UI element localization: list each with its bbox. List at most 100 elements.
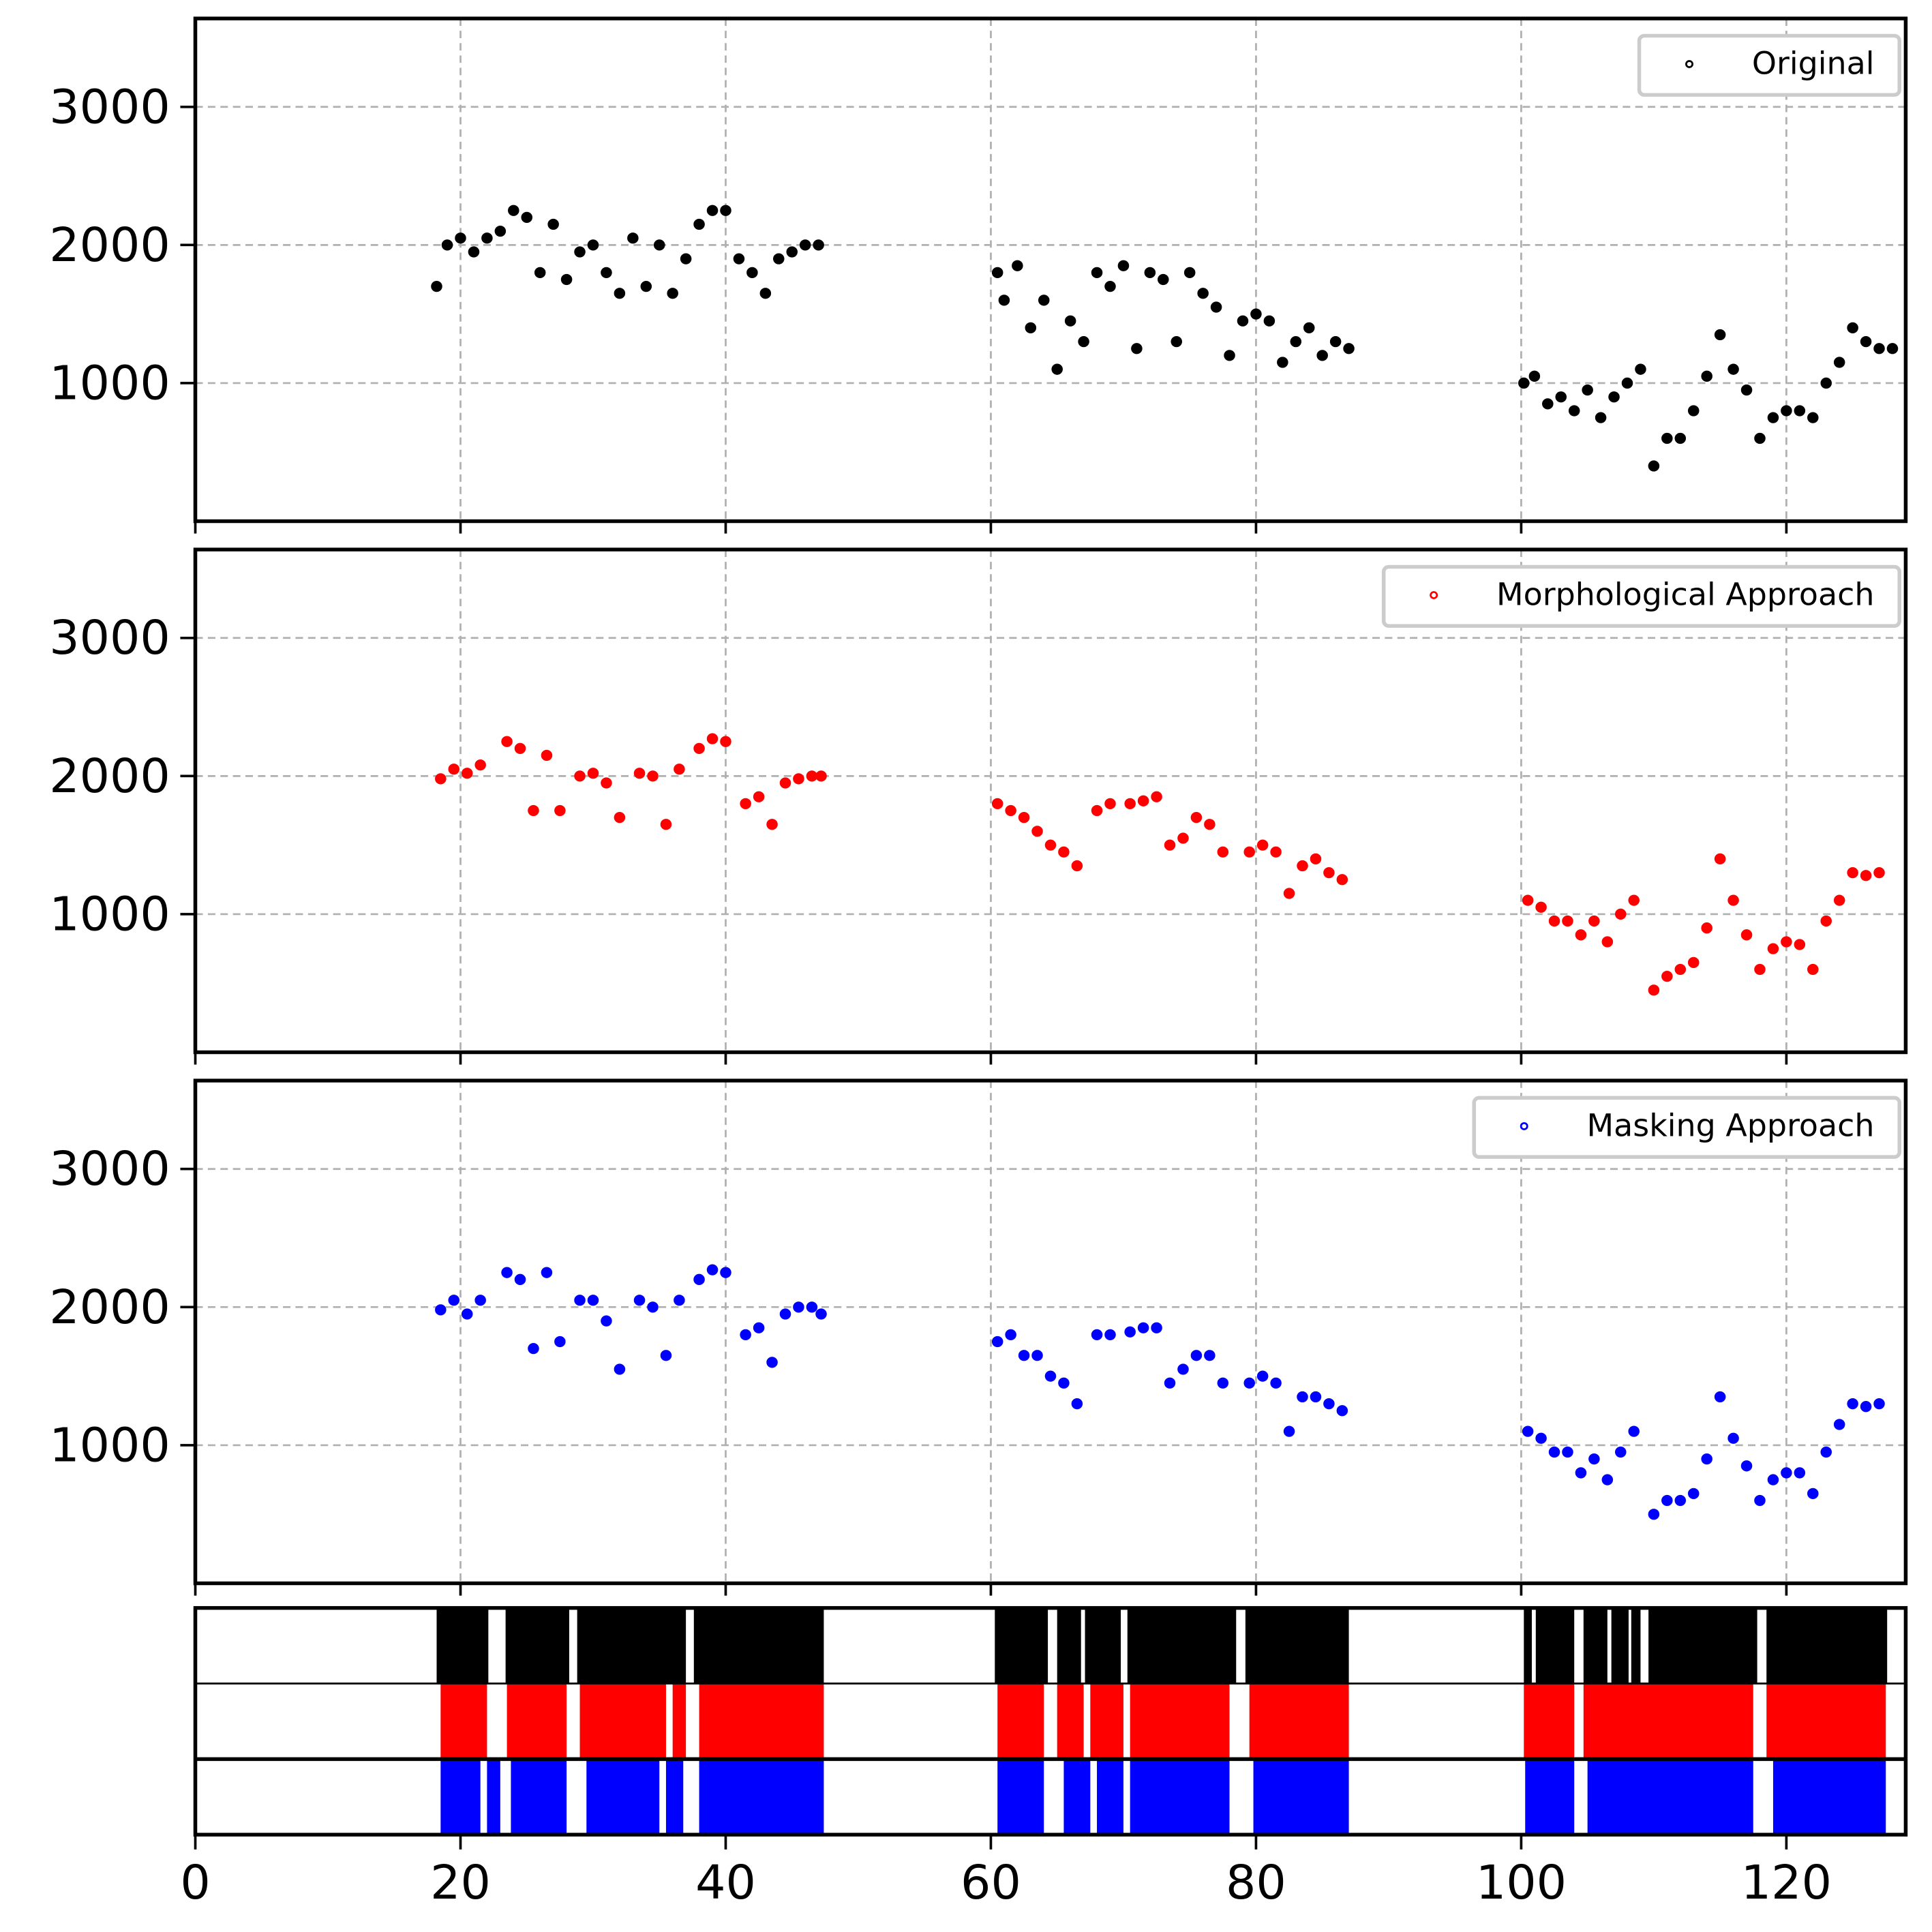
point [1031,826,1043,837]
point [1528,370,1541,382]
event-bar [997,1759,1044,1835]
point [813,239,824,251]
point [1601,936,1614,948]
point [1767,1474,1779,1485]
point [1807,963,1819,976]
point [1204,1350,1216,1361]
point [501,736,513,747]
point [1104,798,1116,809]
legend: Morphological Approach [1381,564,1902,628]
point [1117,260,1130,271]
point [1781,936,1792,948]
event-bar [1631,1608,1641,1684]
point [706,1264,719,1276]
point [1628,894,1640,906]
point [740,1329,751,1340]
event-bar [1097,1759,1123,1835]
point [1701,922,1712,934]
point [1781,1467,1792,1479]
point [1270,1377,1282,1389]
legend-label: Masking Approach [1587,1108,1875,1144]
point [998,295,1010,306]
point [1661,432,1673,444]
point [1807,1488,1819,1499]
point [991,1335,1003,1348]
point [1522,1425,1534,1437]
event-bar [1524,1683,1575,1760]
point [1740,929,1753,941]
point [1190,1350,1203,1361]
point [1104,280,1116,292]
point [1091,804,1103,817]
series [431,205,1899,472]
point [1562,1446,1573,1458]
point [674,1295,685,1306]
event-bar [1090,1683,1123,1760]
event-bar [579,1683,666,1760]
point [1873,343,1885,354]
point [1044,1370,1057,1382]
point [554,1335,566,1348]
point [1582,384,1593,396]
point [1237,315,1249,327]
event-bar [505,1608,569,1684]
point [614,288,626,299]
point [1018,811,1030,824]
y-tick-label: 3000 [49,1143,170,1196]
point [587,239,599,251]
point [1283,1425,1295,1437]
point [1217,1377,1229,1389]
event-bar [1648,1608,1757,1684]
point [514,742,526,754]
point [1197,288,1209,299]
point [1071,1398,1083,1410]
event-bar [699,1759,824,1835]
point [693,1273,705,1285]
point [1256,1370,1269,1382]
point [1794,1467,1806,1479]
point [431,280,442,292]
point [1608,391,1620,403]
event-bar [1583,1608,1608,1684]
point [806,1301,818,1313]
point [799,239,811,251]
point [1873,867,1885,879]
event-bar [577,1608,686,1684]
point [1820,377,1832,389]
event-bar [665,1759,684,1835]
point [1144,267,1156,279]
event-bar [1535,1608,1575,1684]
point [1661,1494,1673,1507]
event-bar [1130,1759,1230,1835]
point [1336,1405,1348,1417]
x-tick-label: 120 [1741,1856,1832,1910]
point [1535,901,1547,913]
legend-box [1381,564,1902,628]
y-tick-label: 2000 [49,1280,170,1334]
point [693,742,705,754]
point [521,211,533,223]
point [1860,336,1872,348]
point [793,773,804,785]
point [1277,357,1288,368]
point [1323,867,1335,879]
point [1343,343,1355,354]
point [786,246,798,258]
point [773,253,785,265]
point [1031,1350,1043,1361]
legend-marker [1430,591,1438,599]
event-bar [436,1608,489,1684]
point [574,1295,586,1306]
event-bar [995,1608,1048,1684]
point [1151,1322,1162,1333]
point [660,819,672,830]
x-tick-label: 100 [1476,1856,1567,1910]
point [1628,1425,1640,1437]
point [667,288,678,299]
point [1754,963,1766,976]
event-bar [1249,1683,1349,1760]
plot-frame [193,547,1908,1055]
plot-frame [193,1078,1908,1586]
point [1794,939,1806,950]
